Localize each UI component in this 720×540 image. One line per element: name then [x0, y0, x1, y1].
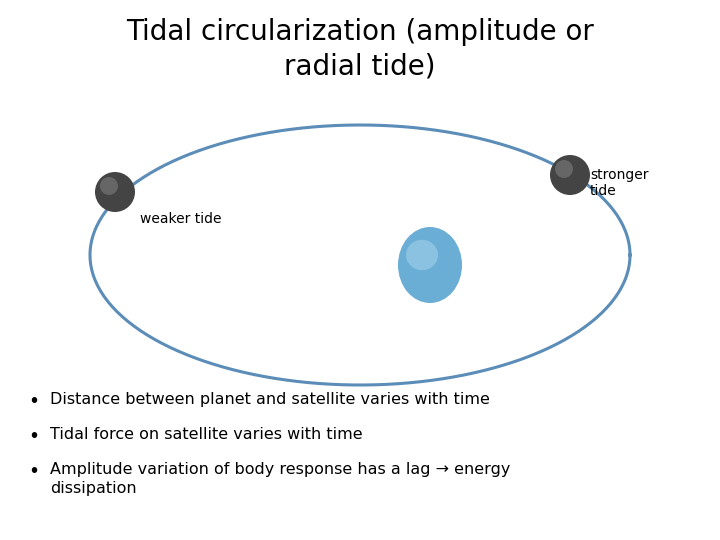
- Text: Tidal force on satellite varies with time: Tidal force on satellite varies with tim…: [50, 427, 363, 442]
- Circle shape: [550, 155, 590, 195]
- Text: radial tide): radial tide): [284, 52, 436, 80]
- Ellipse shape: [406, 240, 438, 270]
- Text: •: •: [28, 427, 39, 446]
- Ellipse shape: [398, 227, 462, 303]
- Circle shape: [100, 177, 118, 195]
- Text: Distance between planet and satellite varies with time: Distance between planet and satellite va…: [50, 392, 490, 407]
- Text: stronger
tide: stronger tide: [590, 168, 649, 198]
- Text: Tidal circularization (amplitude or: Tidal circularization (amplitude or: [126, 18, 594, 46]
- Text: weaker tide: weaker tide: [140, 212, 222, 226]
- Circle shape: [555, 160, 573, 178]
- Circle shape: [95, 172, 135, 212]
- Text: •: •: [28, 462, 39, 481]
- Text: Amplitude variation of body response has a lag → energy
dissipation: Amplitude variation of body response has…: [50, 462, 510, 496]
- Text: •: •: [28, 392, 39, 411]
